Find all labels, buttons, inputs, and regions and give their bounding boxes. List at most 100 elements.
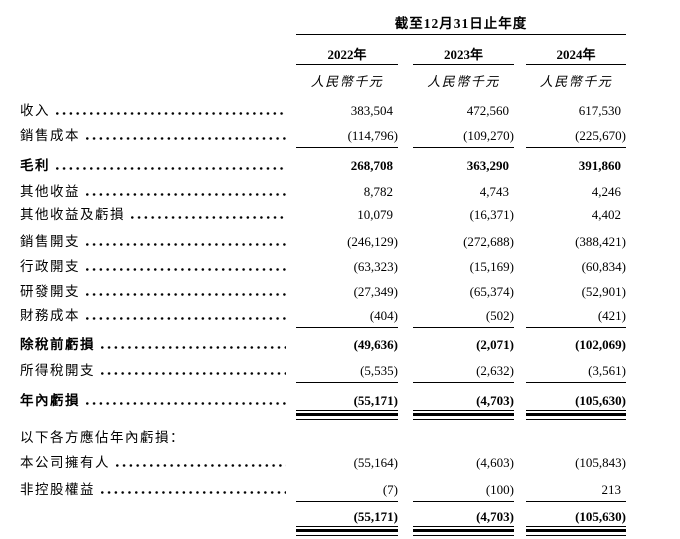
table-row-total-loss: (55,171) (4,703) (105,630)	[20, 508, 680, 527]
row-label: 所得稅開支	[20, 363, 95, 378]
value-cell-2023: (15,169)	[469, 259, 514, 274]
value-cell-2024: (105,843)	[575, 455, 626, 470]
value-cell-2023: 363,290	[466, 158, 509, 173]
value-cell-2024: (105,630)	[526, 508, 626, 527]
dot-leader	[86, 402, 286, 405]
currency-unit-row: 人民幣千元 人民幣千元 人民幣千元	[296, 73, 626, 90]
value-cell-2023: (502)	[413, 307, 514, 328]
table-row-finance-costs: 財務成本 (404) (502) (421)	[20, 307, 680, 328]
value-cell-2024: (105,630)	[526, 392, 626, 411]
value-cell-2022: (63,323)	[353, 259, 398, 274]
value-cell-2022: (49,636)	[353, 337, 398, 352]
dot-leader	[86, 193, 286, 196]
dot-leader	[116, 464, 286, 467]
row-label: 毛利	[20, 158, 50, 173]
row-label: 行政開支	[20, 259, 80, 274]
value-cell-2022: 383,504	[350, 103, 393, 118]
row-label: 年內虧損	[20, 393, 80, 408]
value-cell-2022: (5,535)	[296, 362, 398, 383]
value-cell-2022: (27,349)	[353, 284, 398, 299]
value-cell-2022: (114,796)	[296, 127, 398, 148]
value-cell-2022: (55,164)	[353, 455, 398, 470]
value-cell-2023: 472,560	[466, 103, 509, 118]
value-cell-2023: (109,270)	[413, 127, 514, 148]
value-cell-2024: (388,421)	[575, 234, 626, 249]
value-cell-2023: (65,374)	[469, 284, 514, 299]
value-cell-2022: (55,171)	[296, 508, 398, 527]
value-cell-2023: (2,632)	[413, 362, 514, 383]
value-cell-2024: (421)	[526, 307, 626, 328]
value-cell-2023: (4,703)	[413, 508, 514, 527]
value-cell-2023: (100)	[413, 481, 514, 502]
currency-unit-label: 人民幣千元	[310, 74, 384, 89]
value-cell-2022: 10,079	[357, 207, 393, 222]
value-cell-2024: 4,246	[591, 184, 621, 199]
table-header: 截至12月31日止年度 2022年 2023年 2024年 人民幣千元 人民幣千…	[296, 0, 626, 90]
table-row-other-gains-losses: 其他收益及虧損 10,079 (16,371) 4,402	[20, 206, 680, 223]
currency-unit-label: 人民幣千元	[539, 74, 613, 89]
value-cell-2024: 617,530	[578, 103, 621, 118]
dot-leader	[101, 372, 286, 375]
dot-leader	[86, 293, 286, 296]
value-cell-2024: (3,561)	[526, 362, 626, 383]
table-row-cost-of-sales: 銷售成本 (114,796) (109,270) (225,670)	[20, 127, 680, 148]
double-rule	[413, 413, 514, 420]
row-label: 非控股權益	[20, 482, 95, 497]
year-column-header-2022: 2022年	[296, 46, 398, 65]
dot-leader	[86, 268, 286, 271]
table-row-gross-profit: 毛利 268,708 363,290 391,860	[20, 157, 680, 174]
row-label: 其他收益及虧損	[20, 207, 125, 222]
value-cell-2024: (60,834)	[581, 259, 626, 274]
row-label: 研發開支	[20, 284, 80, 299]
section-label: 以下各方應佔年內虧損：	[20, 430, 185, 445]
value-cell-2024: (52,901)	[581, 284, 626, 299]
period-title: 截至12月31日止年度	[296, 0, 626, 35]
value-cell-2024: (102,069)	[575, 337, 626, 352]
double-rule	[296, 529, 398, 536]
currency-unit-label: 人民幣千元	[427, 74, 500, 89]
value-cell-2022: (55,171)	[296, 392, 398, 411]
year-column-header-2024: 2024年	[526, 46, 626, 65]
table-row-other-income: 其他收益 8,782 4,743 4,246	[20, 183, 680, 200]
value-cell-2023: (4,703)	[413, 392, 514, 411]
dot-leader	[56, 112, 286, 115]
table-row-non-controlling-interests: 非控股權益 (7) (100) 213	[20, 481, 680, 502]
table-row-revenue: 收入 383,504 472,560 617,530	[20, 102, 680, 119]
value-cell-2024: 391,860	[578, 158, 621, 173]
year-header-row: 2022年 2023年 2024年	[296, 46, 626, 65]
value-cell-2024: (225,670)	[526, 127, 626, 148]
dot-leader	[131, 216, 286, 219]
row-label: 銷售開支	[20, 234, 80, 249]
table-row-loss-for-year: 年內虧損 (55,171) (4,703) (105,630)	[20, 392, 680, 411]
value-cell-2023: (272,688)	[463, 234, 514, 249]
section-header-attributable: 以下各方應佔年內虧損：	[20, 429, 680, 446]
value-cell-2022: (404)	[296, 307, 398, 328]
double-rule	[526, 413, 626, 420]
row-label: 本公司擁有人	[20, 455, 110, 470]
value-cell-2022: 8,782	[363, 184, 393, 199]
double-rule	[526, 529, 626, 536]
row-label: 銷售成本	[20, 128, 80, 143]
row-label: 收入	[20, 103, 50, 118]
value-cell-2022: (7)	[296, 481, 398, 502]
dot-leader	[101, 491, 286, 494]
table-row-owners-of-company: 本公司擁有人 (55,164) (4,603) (105,843)	[20, 454, 680, 471]
dot-leader	[86, 137, 286, 140]
table-row-income-tax: 所得稅開支 (5,535) (2,632) (3,561)	[20, 362, 680, 383]
value-cell-2024: 4,402	[591, 207, 621, 222]
year-column-header-2023: 2023年	[413, 46, 514, 65]
value-cell-2022: 268,708	[350, 158, 393, 173]
dot-leader	[101, 346, 286, 349]
row-label: 除稅前虧損	[20, 337, 95, 352]
double-rule	[413, 529, 514, 536]
double-rule-row	[20, 413, 680, 420]
table-row-loss-before-tax: 除稅前虧損 (49,636) (2,071) (102,069)	[20, 336, 680, 353]
double-rule-row	[20, 529, 680, 536]
double-rule	[296, 413, 398, 420]
dot-leader	[86, 317, 286, 320]
value-cell-2023: 4,743	[479, 184, 509, 199]
value-cell-2022: (246,129)	[347, 234, 398, 249]
value-cell-2023: (16,371)	[469, 207, 514, 222]
row-label: 財務成本	[20, 308, 80, 323]
